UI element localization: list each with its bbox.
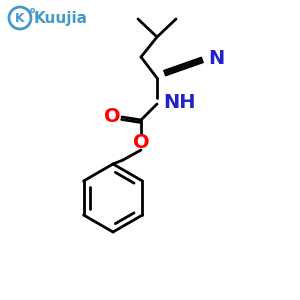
Text: Kuujia: Kuujia: [34, 11, 88, 26]
Text: O: O: [133, 133, 149, 152]
Text: NH: NH: [163, 94, 196, 112]
Text: O: O: [104, 107, 120, 127]
Text: N: N: [208, 49, 224, 68]
Text: K: K: [15, 11, 25, 25]
